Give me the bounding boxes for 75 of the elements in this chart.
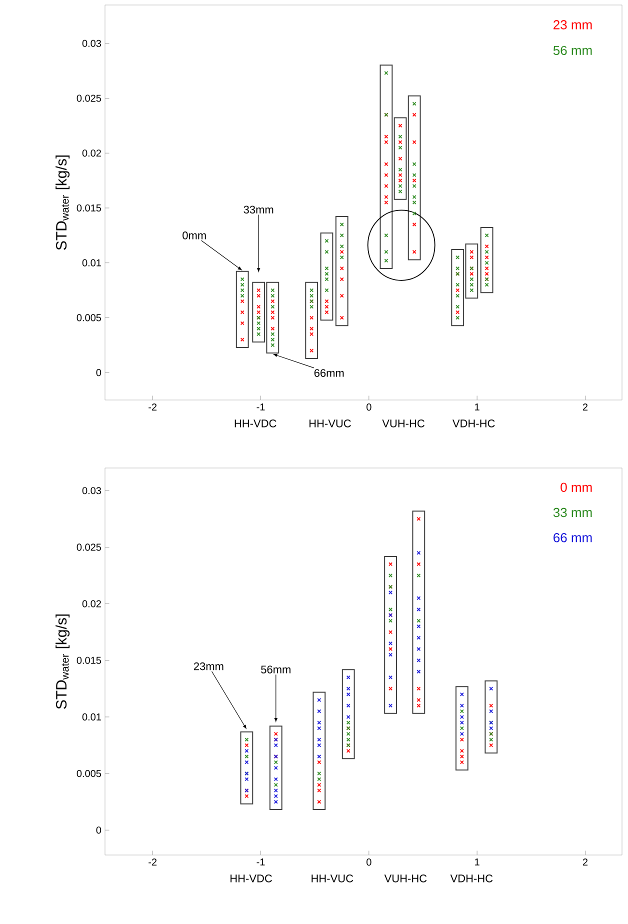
x-tick-label: 1 [475,858,480,866]
y-tick-label: 0.025 [76,94,102,102]
y-tick-label: 0.03 [82,40,102,47]
y-tick-label: 0.02 [82,600,101,608]
point [317,726,322,730]
point [398,124,402,128]
y-tick-label: 0.005 [76,314,102,322]
y-tick-label: 0.005 [76,770,102,778]
y-tick-label: 0.03 [82,487,102,494]
text: VUH-HC [382,420,424,428]
x-tick-label: -2 [148,858,157,866]
point [416,618,421,623]
y-tick-label: 0.01 [82,713,101,720]
text: HH-VUC [309,420,351,428]
point [317,760,322,764]
x-tick-label: 0 [366,858,372,866]
text: HH-VDC [230,874,272,882]
point [340,294,344,298]
point [244,760,249,764]
point [484,266,489,270]
y-tick-label: 0 [96,826,102,834]
y-tick-label: 0.02 [82,150,101,157]
point [484,272,489,276]
text: VDH-HC [452,420,495,428]
point [388,607,393,612]
point [317,709,322,714]
x-tick-label: -2 [148,404,157,411]
y-tick-label: 0 [96,369,102,376]
x-tick-label: 0 [366,404,372,411]
x-tick-label: 2 [582,404,588,411]
point [489,743,494,748]
y-tick-label: 0.015 [76,204,102,212]
y-tick-label: 0.025 [76,544,102,551]
point [460,714,464,719]
point [460,754,464,759]
point [388,630,393,634]
text: 23 mm [554,20,592,30]
y-axis-title: STD$_{water}$ [kg/s] [56,155,70,250]
point [412,112,416,117]
y-axis-title: STD$_{water}$ [kg/s] [56,614,70,709]
text: HH-VUC [312,874,354,882]
text: 56 mm [553,46,592,56]
point [489,726,494,730]
annotation: 66mm [314,369,344,377]
point [244,777,249,782]
point [388,573,393,578]
point [384,134,388,139]
point [416,636,421,640]
point [324,310,329,314]
annotation: 56mm [261,666,290,674]
point [388,647,393,652]
point [324,304,329,309]
point [398,140,402,144]
text: 33 mm [553,508,592,518]
x-tick-label: -1 [256,404,265,410]
text: 66 mm [554,533,592,542]
x-tick-label: 1 [475,404,480,410]
point [324,299,329,304]
annotation: 0mm [182,232,206,240]
point [317,743,322,748]
point [274,788,278,793]
annotation: 23mm [194,662,224,670]
text: VUH-HC [384,874,427,882]
text: 0 mm [560,482,592,492]
point [270,299,275,304]
point [244,743,249,748]
x-tick-label: -1 [256,858,265,866]
text: HH-VDC [234,420,276,428]
x-tick-label: 2 [582,858,588,866]
text: VDH-HC [450,874,493,882]
annotation: 33mm [244,206,274,214]
point [240,299,244,304]
point [388,590,393,594]
y-tick-label: 0.015 [76,656,102,664]
y-tick-label: 0.01 [82,259,101,266]
